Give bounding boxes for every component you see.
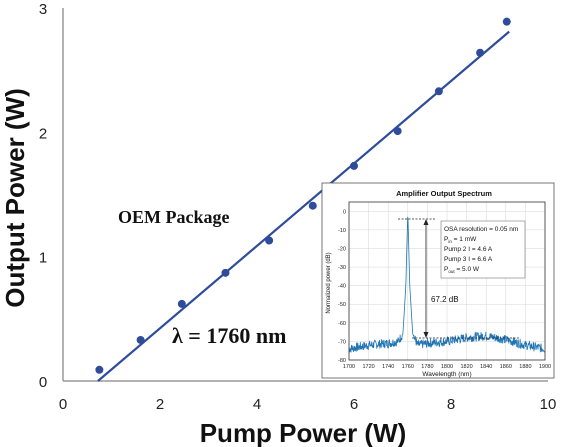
arrow-head-bottom (423, 332, 429, 338)
oem-package-annotation: OEM Package (118, 207, 229, 227)
inset-y-tick-label: -50 (338, 302, 346, 308)
data-point (393, 127, 402, 136)
wavelength-annotation: λ = 1760 nm (172, 323, 286, 348)
inset-y-tick-label: -40 (338, 284, 346, 290)
inset-y-ticks: 0 -10 -20 -30 -40 -50 -60 -70 -80 (338, 209, 346, 364)
main-x-axis-label: Pump Power (W) (200, 418, 407, 447)
legend-pump2: Pump 2 I = 4.6 A (444, 246, 493, 253)
db-difference-label: 67.2 dB (431, 295, 459, 304)
data-point (177, 299, 186, 308)
main-y-tick-label: 0 (39, 374, 47, 391)
main-y-tick-label: 1 (39, 250, 47, 267)
inset-x-tick-label: 1860 (500, 364, 512, 370)
legend-p-in: Pin = 1 mW (444, 236, 477, 244)
inset-y-tick-label: -80 (338, 358, 346, 364)
data-point (350, 161, 358, 170)
inset-legend-frame (440, 220, 526, 279)
main-y-axis-label: Output Power (W) (0, 88, 30, 308)
data-point (308, 201, 317, 210)
inset-x-tick-label: 1840 (480, 364, 492, 370)
inset-x-tick-label: 1820 (460, 364, 472, 370)
main-x-tick-label: 2 (156, 396, 164, 413)
main-x-tick-label: 0 (59, 396, 67, 413)
legend-osa-resolution: OSA resolution = 0.05 nm (444, 226, 518, 233)
main-x-tick-label: 10 (540, 396, 557, 413)
main-points (95, 17, 511, 374)
inset-x-tick-label: 1740 (382, 364, 394, 370)
data-point (136, 335, 145, 344)
inset-x-tick-label: 1700 (343, 364, 355, 370)
inset-x-tick-label: 1900 (539, 364, 551, 370)
inset-spectrum-group (348, 216, 545, 353)
inset-y-tick-label: -70 (338, 339, 346, 345)
main-x-tick-label: 6 (350, 396, 358, 413)
inset-title: Amplifier Output Spectrum (396, 189, 492, 198)
data-point (95, 365, 104, 374)
data-point (502, 17, 511, 26)
inset-y-tick-label: -10 (338, 228, 346, 234)
inset-x-tick-label: 1880 (519, 364, 531, 370)
legend-p-out: Pout = 5.0 W (444, 266, 480, 274)
main-x-tick-label: 8 (447, 396, 455, 413)
spectrum-line (348, 216, 545, 353)
inset-x-tick-label: 1780 (421, 364, 433, 370)
inset-x-tick-label: 1760 (402, 364, 414, 370)
data-point (221, 268, 230, 277)
arrow-head-top (423, 219, 429, 225)
data-point (265, 236, 274, 245)
inset-legend-box: OSA resolution = 0.05 nm Pin = 1 mW Pump… (440, 220, 526, 279)
inset-y-tick-label: -20 (338, 246, 346, 252)
main-x-ticks: 0 2 4 6 8 10 (59, 396, 557, 413)
main-y-tick-label: 2 (39, 125, 47, 142)
inset-y-tick-label: -30 (338, 265, 346, 271)
inset-x-axis-label: Wavelength (nm) (422, 371, 471, 378)
main-x-tick-label: 4 (253, 396, 261, 413)
data-point (476, 48, 485, 57)
inset-x-tick-label: 1800 (441, 364, 453, 370)
legend-pump3: Pump 3 I = 6.6 A (444, 256, 493, 263)
inset-spectrum-chart: Amplifier Output Spectrum 1700 1720 1740 17… (321, 182, 555, 379)
inset-x-tick-label: 1720 (362, 364, 374, 370)
inset-y-axis-label: Normalized power (dB) (326, 252, 332, 313)
inset-plot-frame (348, 201, 546, 361)
inset-y-tick-label: -60 (338, 321, 346, 327)
main-y-ticks: 0 1 2 3 (39, 1, 47, 391)
db-difference-marker: 67.2 dB (398, 218, 520, 339)
data-point (434, 87, 443, 96)
inset-y-tick-label: 0 (343, 209, 346, 215)
main-y-tick-label: 3 (39, 1, 47, 18)
inset-x-ticks: 1700 1720 1740 1760 1780 1800 1820 1840 1860 1880… (343, 364, 551, 370)
